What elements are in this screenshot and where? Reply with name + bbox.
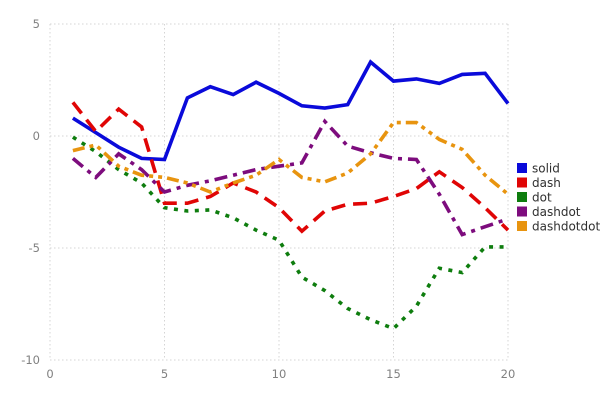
series-line-dashdot: [71, 118, 509, 237]
legend-swatch-dashdot: [517, 206, 527, 217]
x-tick-label: 20: [501, 367, 516, 381]
y-tick-label: 0: [33, 129, 40, 143]
x-tick-label: 5: [161, 367, 168, 381]
y-tick-label: -10: [21, 353, 40, 367]
y-tick-label: 5: [33, 17, 40, 31]
x-tick-label: 10: [272, 367, 287, 381]
legend-swatch-dashdotdot: [517, 221, 527, 231]
series-line-dash: [71, 101, 510, 234]
x-tick-label: 15: [386, 367, 401, 381]
legend-label-dot: dot: [532, 191, 552, 205]
x-tick-label: 0: [46, 367, 53, 381]
y-tick-label: -5: [29, 241, 40, 255]
legend-swatch-solid: [517, 163, 527, 173]
legend-label-dashdot: dashdot: [532, 205, 581, 219]
legend-label-solid: solid: [532, 162, 560, 176]
legend-label-dash: dash: [532, 176, 561, 190]
legend-label-dashdotdot: dashdotdot: [532, 220, 600, 234]
legend-swatch-dash: [517, 177, 527, 188]
legend-swatch-dot: [517, 192, 527, 202]
series-line-solid: [71, 59, 510, 162]
